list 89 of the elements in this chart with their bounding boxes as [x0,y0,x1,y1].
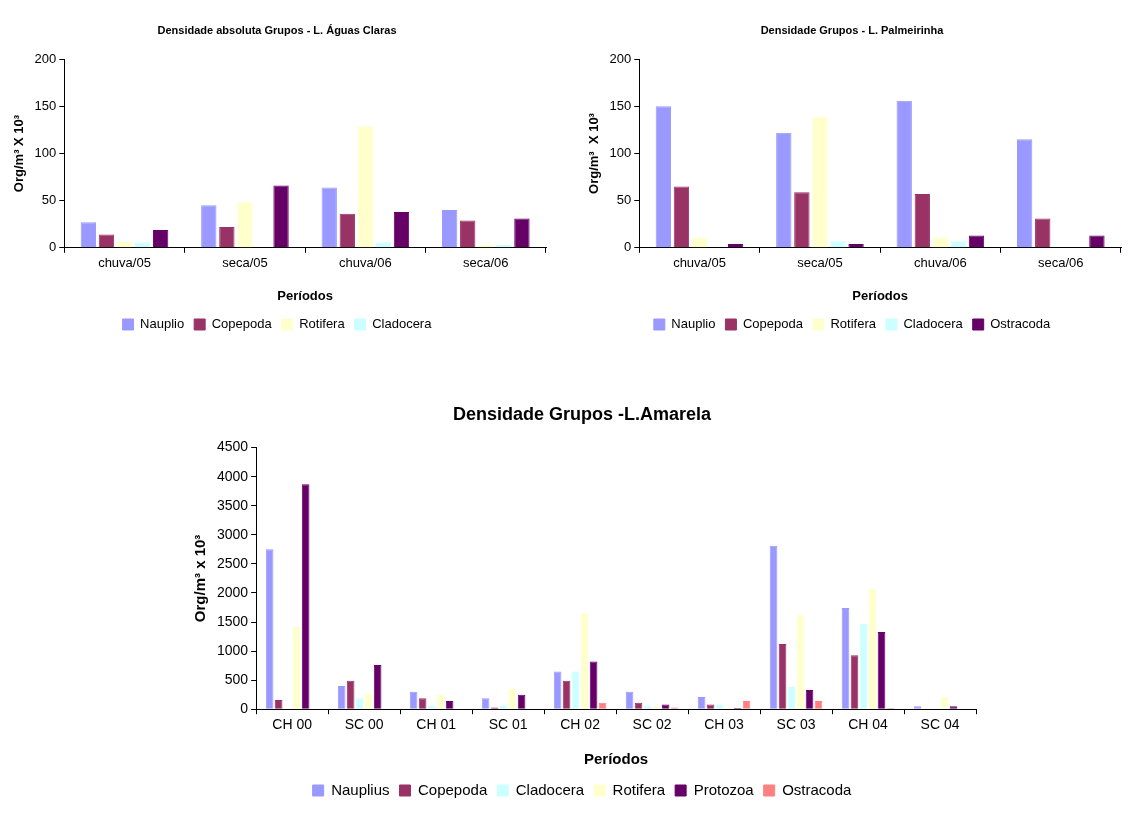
x-axis-title: Períodos [277,287,333,303]
legend-label: Nauplio [671,316,716,332]
bar [116,241,133,248]
bar [896,100,912,248]
chart-title: Densidade Grupos -L.Amarela [452,403,713,424]
bar [357,126,374,248]
legend-label: Copepoda [418,780,488,798]
x-tick-label: seca/06 [1038,255,1084,271]
bar [321,187,337,248]
x-tick-label: CH 02 [560,716,601,733]
x-tick-label: seca/06 [463,255,509,271]
bar [219,227,235,248]
legend-label: Ostracoda [782,780,853,798]
x-tick-label: seca/05 [797,255,843,271]
chart-title: Densidade Grupos - L. Palmeirinha [760,23,945,36]
y-tick-label: 2000 [216,583,249,600]
x-axis-title: Períodos [583,750,649,768]
x-tick-label: CH 03 [704,716,745,733]
y-tick-label: 150 [609,97,632,113]
x-axis-title: Períodos [852,287,908,303]
x-tick-label: seca/05 [222,255,268,271]
x-tick-label: chuva/06 [338,255,392,271]
x-tick-label: SC 00 [344,716,384,733]
bar [339,213,355,248]
x-tick-label: CH 01 [416,716,457,733]
x-tick-label: SC 03 [776,716,816,733]
legend-label: Cladocera [903,316,964,332]
y-tick-label: 150 [34,97,57,113]
x-tick-label: chuva/06 [913,255,967,271]
bar [460,220,476,248]
y-axis-title: Org/m³ x 10³ [191,534,209,623]
x-tick-label: SC 01 [488,716,528,733]
y-tick-label: 0 [49,239,57,255]
y-tick-label: 200 [34,50,57,66]
legend-label: Cladocera [515,780,585,798]
legend-label: Cladocera [372,316,433,332]
x-tick-label: CH 00 [272,716,313,733]
y-tick-label: 3500 [216,496,249,513]
legend-label: Copepoda [742,316,804,332]
bar [950,241,967,248]
bar [776,132,792,248]
bar [812,116,828,248]
bar [375,242,392,248]
y-tick-label: 1000 [216,641,249,658]
chart-title: Densidade absoluta Grupos - L. Águas Claras [157,23,397,36]
y-tick-label: 3000 [216,525,249,542]
legend-label: Rotifera [612,780,666,798]
bar [237,201,253,248]
y-tick-label: 100 [34,145,57,161]
y-axis-title: Org/m³ X 10³ [11,114,27,193]
legend-label: Rotifera [830,316,877,332]
bar [134,242,151,248]
bar [655,106,672,248]
bar [1035,218,1051,248]
y-tick-label: 0 [240,700,249,717]
legend-label: Copepoda [211,316,273,332]
y-tick-label: 4000 [216,467,249,484]
bar [830,241,846,248]
bar [794,192,810,248]
x-tick-label: SC 04 [920,716,960,733]
y-tick-label: 100 [609,145,632,161]
legend-label: Protozoa [693,780,755,798]
y-tick-label: 0 [624,239,632,255]
bar [80,222,97,248]
y-tick-label: 500 [224,670,249,687]
legend-label: Ostracoda [990,316,1051,332]
bar [914,194,930,248]
bar [514,218,530,248]
bar [273,185,289,248]
y-tick-label: 200 [609,50,632,66]
legend-label: Nauplio [140,316,185,332]
bar [441,210,458,248]
y-tick-label: 4500 [216,438,249,455]
x-tick-label: SC 02 [632,716,672,733]
x-tick-label: chuva/05 [673,255,726,271]
y-tick-label: 2500 [216,554,249,571]
bar [848,244,864,248]
y-tick-label: 50 [41,192,57,208]
y-tick-label: 1500 [216,612,249,629]
legend-label: Rotifera [299,316,346,332]
bar [673,186,690,248]
bar [201,205,217,248]
x-tick-label: chuva/05 [98,255,151,271]
y-tick-label: 50 [616,192,632,208]
bar [1016,139,1033,248]
y-axis-title: Org/m³ X 10³ [586,112,602,194]
x-tick-label: CH 04 [848,716,889,733]
legend-label: Nauplius [331,780,390,798]
bar [393,211,410,248]
